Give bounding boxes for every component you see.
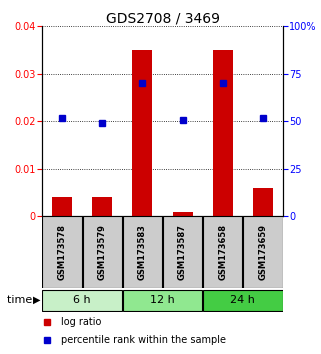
Text: time: time	[7, 295, 36, 305]
Text: GSM173578: GSM173578	[57, 224, 66, 280]
Bar	[123, 216, 162, 289]
Bar	[132, 50, 152, 216]
Text: 24 h: 24 h	[230, 295, 255, 305]
Bar	[243, 216, 282, 289]
Text: log ratio: log ratio	[61, 317, 102, 327]
Bar	[82, 216, 122, 289]
Text: GSM173583: GSM173583	[138, 224, 147, 280]
Text: 12 h: 12 h	[150, 295, 175, 305]
Bar	[173, 212, 193, 216]
Bar	[42, 216, 82, 289]
Bar	[203, 216, 242, 289]
Bar	[123, 290, 202, 311]
Text: GSM173579: GSM173579	[98, 224, 107, 280]
Text: percentile rank within the sample: percentile rank within the sample	[61, 335, 226, 345]
Bar	[253, 188, 273, 216]
Text: 6 h: 6 h	[74, 295, 91, 305]
Bar	[92, 198, 112, 216]
Bar	[213, 50, 233, 216]
Bar	[163, 216, 202, 289]
Bar	[203, 290, 282, 311]
Bar	[42, 290, 122, 311]
Bar	[52, 198, 72, 216]
Text: ▶: ▶	[33, 295, 40, 305]
Text: GSM173659: GSM173659	[258, 224, 267, 280]
Title: GDS2708 / 3469: GDS2708 / 3469	[106, 11, 220, 25]
Text: GSM173658: GSM173658	[218, 224, 227, 280]
Text: GSM173587: GSM173587	[178, 224, 187, 280]
